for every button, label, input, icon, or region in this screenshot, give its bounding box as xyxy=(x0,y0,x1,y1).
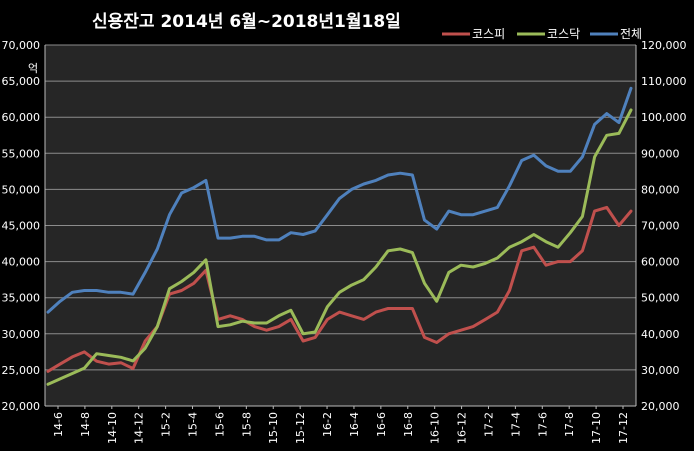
series-layer xyxy=(46,86,633,386)
x-tick-label: 16-4 xyxy=(348,412,361,437)
x-axis-ticks: 14-6 14-8 14-10 14-12 15-2 15-4 15-6 15-8 15-10 1… xyxy=(52,406,630,444)
right-tick-label: 50,000 xyxy=(641,292,680,305)
left-tick-label: 55,000 xyxy=(2,147,41,160)
right-tick-label: 60,000 xyxy=(641,256,680,269)
left-tick-label: 65,000 xyxy=(2,75,41,88)
x-tick-label: 17-12 xyxy=(617,412,630,444)
left-axis-ticks: 20,000 25,000 30,000 35,000 40,000 45,000 50,0… xyxy=(2,39,41,413)
left-tick-label: 25,000 xyxy=(2,364,41,377)
right-tick-label: 20,000 xyxy=(641,400,680,413)
x-tick-label: 17-2 xyxy=(482,412,495,437)
legend-label: 코스피 xyxy=(472,27,505,41)
left-tick-label: 70,000 xyxy=(2,39,41,52)
left-tick-label: 40,000 xyxy=(2,256,41,269)
x-tick-label: 15-2 xyxy=(160,412,173,437)
chart-title: 신용잔고 2014년 6월~2018년1월18일 xyxy=(92,12,401,32)
x-tick-label: 14-8 xyxy=(79,412,92,437)
left-tick-label: 60,000 xyxy=(2,111,41,124)
x-tick-label: 15-12 xyxy=(294,412,307,444)
x-tick-label: 16-8 xyxy=(402,412,415,437)
x-tick-label: 17-6 xyxy=(536,412,549,437)
right-axis-ticks: 20,000 30,000 40,000 50,000 60,000 70,000 80,0… xyxy=(641,39,687,413)
series-line xyxy=(46,205,633,373)
right-tick-label: 30,000 xyxy=(641,364,680,377)
left-tick-label: 50,000 xyxy=(2,183,41,196)
right-tick-label: 70,000 xyxy=(641,220,680,233)
left-tick-label: 20,000 xyxy=(2,400,41,413)
series-line xyxy=(46,108,633,386)
right-tick-label: 120,000 xyxy=(641,39,687,52)
left-tick-label: 30,000 xyxy=(2,328,41,341)
x-tick-label: 14-6 xyxy=(52,412,65,437)
x-tick-label: 15-4 xyxy=(187,412,200,437)
x-tick-label: 16-12 xyxy=(456,412,469,444)
left-tick-label: 35,000 xyxy=(2,292,41,305)
right-tick-label: 110,000 xyxy=(641,75,687,88)
x-tick-label: 15-8 xyxy=(240,412,253,437)
legend: 코스피 코스닥 전체 xyxy=(442,27,642,41)
gridlines xyxy=(44,44,637,407)
right-tick-label: 40,000 xyxy=(641,328,680,341)
x-tick-label: 15-10 xyxy=(267,412,280,444)
x-tick-label: 14-12 xyxy=(133,412,146,444)
right-tick-label: 80,000 xyxy=(641,183,680,196)
x-tick-label: 17-4 xyxy=(509,412,522,437)
series-line xyxy=(46,86,633,314)
left-tick-label: 45,000 xyxy=(2,220,41,233)
x-tick-label: 16-10 xyxy=(429,412,442,444)
legend-label: 전체 xyxy=(620,27,642,41)
x-tick-label: 17-8 xyxy=(563,412,576,437)
right-tick-label: 90,000 xyxy=(641,147,680,160)
unit-label: 억 xyxy=(28,62,38,75)
x-tick-label: 14-10 xyxy=(106,412,119,444)
x-tick-label: 16-2 xyxy=(321,412,334,437)
right-tick-label: 100,000 xyxy=(641,111,687,124)
x-tick-label: 16-6 xyxy=(375,412,388,437)
x-tick-label: 17-10 xyxy=(590,412,603,444)
legend-label: 코스닥 xyxy=(547,27,580,41)
x-tick-label: 15-6 xyxy=(213,412,226,437)
